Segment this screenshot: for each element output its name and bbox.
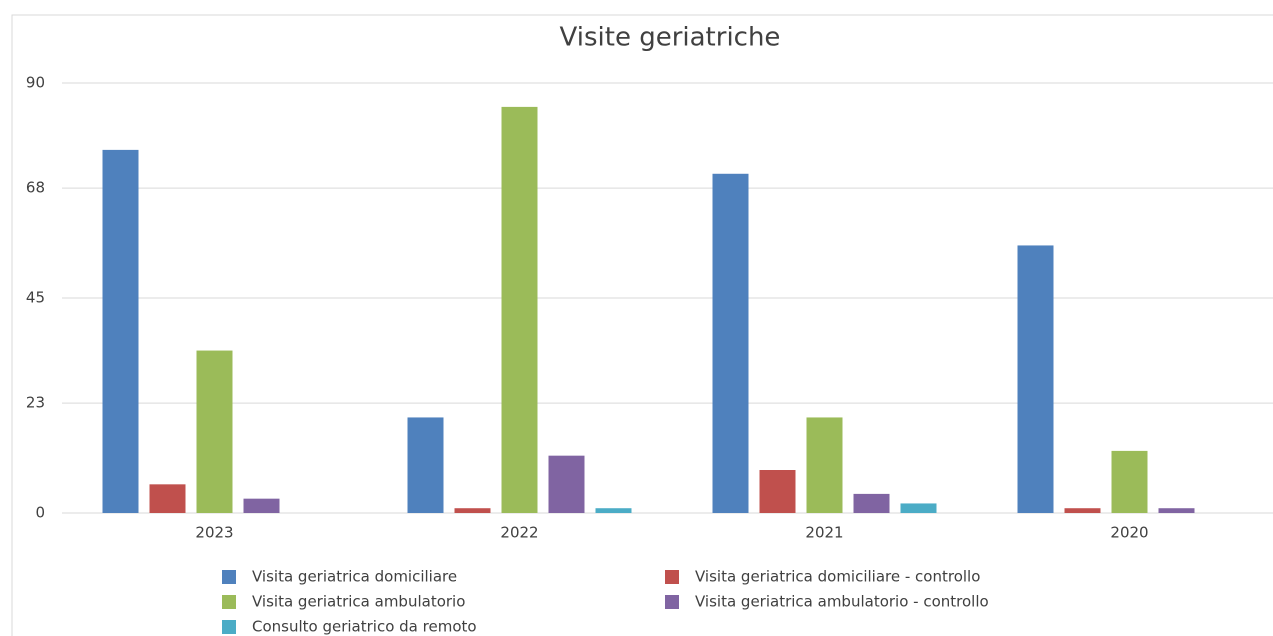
bar: [196, 350, 233, 513]
bar: [1158, 508, 1195, 513]
legend-swatch: [222, 620, 236, 634]
bar: [712, 173, 749, 513]
legend-swatch: [665, 595, 679, 609]
chart-title: Visite geriatriche: [560, 23, 781, 53]
x-tick-label: 2020: [1110, 524, 1148, 542]
bar: [243, 498, 280, 513]
bar: [501, 106, 538, 513]
bar: [853, 493, 890, 513]
x-tick-label: 2023: [195, 524, 233, 542]
y-tick-label: 23: [26, 394, 45, 412]
bar: [900, 503, 937, 513]
bar: [548, 455, 585, 513]
x-tick-label: 2021: [805, 524, 843, 542]
chart-frame: [11, 14, 1273, 636]
legend-label: Visita geriatrica domiciliare: [252, 568, 457, 586]
legend-swatch: [665, 570, 679, 584]
bar: [1017, 245, 1054, 513]
legend-label: Visita geriatrica domiciliare - controll…: [695, 568, 980, 586]
legend-swatch: [222, 570, 236, 584]
legend-label: Visita geriatrica ambulatorio: [252, 593, 465, 611]
y-tick-label: 0: [35, 504, 45, 522]
bar: [759, 470, 796, 513]
bar: [454, 508, 491, 513]
y-tick-label: 90: [26, 74, 45, 92]
y-tick-label: 45: [26, 289, 45, 307]
bar: [149, 484, 186, 513]
y-tick-label: 68: [26, 179, 45, 197]
bar: [806, 417, 843, 513]
bar: [595, 508, 632, 513]
bar: [1111, 450, 1148, 513]
legend-label: Visita geriatrica ambulatorio - controll…: [695, 593, 989, 611]
x-tick-label: 2022: [500, 524, 538, 542]
legend-label: Consulto geriatrico da remoto: [252, 618, 477, 636]
bar: [102, 149, 139, 513]
bar: [1064, 508, 1101, 513]
bar: [407, 417, 444, 513]
legend-swatch: [222, 595, 236, 609]
